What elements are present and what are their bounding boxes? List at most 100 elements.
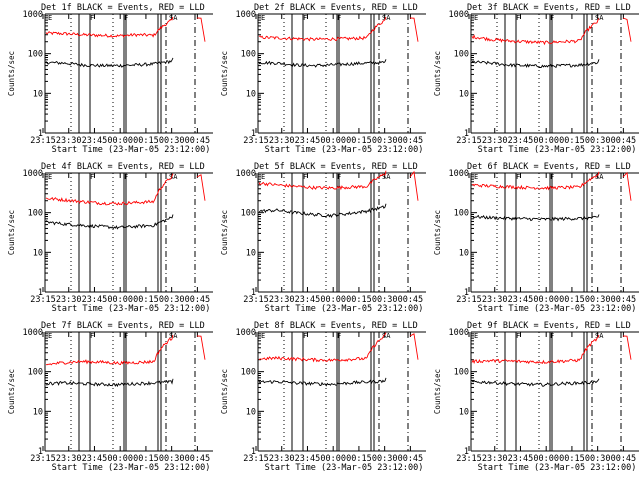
y-tick-label: 1 bbox=[251, 129, 256, 139]
x-tick-label: 00:30 bbox=[159, 136, 185, 146]
x-axis-label: Start Time (23-Mar-05 23:12:00) bbox=[478, 304, 637, 314]
x-tick-label: 00:15 bbox=[133, 295, 159, 305]
events-series-line bbox=[258, 203, 387, 218]
x-tick-label: 23:45 bbox=[82, 454, 108, 464]
events-series-line bbox=[45, 214, 174, 230]
x-tick-label: 23:15 bbox=[243, 136, 269, 146]
x-tick-label: 23:45 bbox=[508, 295, 534, 305]
y-tick-label: 1000 bbox=[236, 10, 256, 20]
x-tick-label: 23:15 bbox=[243, 295, 269, 305]
x-tick-label: 23:30 bbox=[56, 136, 82, 146]
x-axis-label: Start Time (23-Mar-05 23:12:00) bbox=[52, 463, 211, 473]
y-axis-label: Counts/sec bbox=[7, 369, 16, 414]
flag-label: E bbox=[474, 14, 478, 22]
x-tick-label: 00:30 bbox=[372, 454, 398, 464]
flag-label: SA bbox=[595, 14, 604, 22]
y-tick-label: 10 bbox=[459, 89, 469, 99]
flag-label: SA bbox=[169, 173, 178, 181]
flag-label: F bbox=[337, 14, 341, 22]
lld-series-line bbox=[258, 16, 387, 42]
panel-title: Det 6f BLACK = Events, RED = LLD bbox=[467, 162, 631, 172]
flag-label: E bbox=[474, 332, 478, 340]
flag-label: SA bbox=[595, 173, 604, 181]
flag-label: SA bbox=[169, 332, 178, 340]
lld-series-tail bbox=[622, 335, 632, 360]
flag-label: SA bbox=[595, 332, 604, 340]
x-tick-label: 00:00 bbox=[107, 136, 133, 146]
y-tick-label: 10 bbox=[459, 407, 469, 417]
y-tick-label: 1000 bbox=[23, 10, 43, 20]
y-tick-label: 1000 bbox=[236, 328, 256, 338]
flag-label: F bbox=[90, 332, 94, 340]
y-tick-label: 1000 bbox=[449, 10, 469, 20]
x-tick-label: 23:45 bbox=[295, 454, 321, 464]
lld-series-line bbox=[45, 173, 174, 206]
x-tick-label: 23:30 bbox=[482, 136, 508, 146]
x-tick-label: 23:15 bbox=[30, 454, 56, 464]
y-axis-label: Counts/sec bbox=[433, 51, 442, 96]
y-axis-label: Counts/sec bbox=[433, 210, 442, 255]
x-axis-label: Start Time (23-Mar-05 23:12:00) bbox=[52, 304, 211, 314]
events-series-line bbox=[471, 59, 600, 69]
lld-series-line bbox=[471, 171, 600, 191]
x-tick-label: 00:00 bbox=[533, 454, 559, 464]
panel-title: Det 1f BLACK = Events, RED = LLD bbox=[41, 3, 205, 13]
detector-panel-4: Det 4f BLACK = Events, RED = LLD Counts/s… bbox=[7, 162, 213, 314]
detector-panel-5: Det 5f BLACK = Events, RED = LLD Counts/s… bbox=[220, 162, 426, 314]
x-tick-label: 23:30 bbox=[269, 454, 295, 464]
events-series-line bbox=[258, 59, 387, 68]
y-tick-label: 100 bbox=[241, 368, 256, 378]
y-tick-label: 100 bbox=[28, 50, 43, 60]
events-series-line bbox=[45, 57, 174, 68]
panel-title: Det 4f BLACK = Events, RED = LLD bbox=[41, 162, 205, 172]
flag-label: F bbox=[303, 173, 307, 181]
x-axis-label: Start Time (23-Mar-05 23:12:00) bbox=[265, 304, 424, 314]
x-tick-label: 00:45 bbox=[185, 454, 211, 464]
lld-series-tail bbox=[409, 17, 419, 42]
x-axis-label: Start Time (23-Mar-05 23:12:00) bbox=[265, 145, 424, 155]
x-tick-label: 23:30 bbox=[56, 295, 82, 305]
y-tick-label: 10 bbox=[246, 248, 256, 258]
y-tick-label: 100 bbox=[28, 368, 43, 378]
detector-panel-3: Det 3f BLACK = Events, RED = LLD Counts/s… bbox=[433, 3, 639, 155]
events-series-line bbox=[471, 214, 600, 222]
flag-label: F bbox=[550, 332, 554, 340]
x-tick-label: 23:45 bbox=[82, 136, 108, 146]
x-tick-label: 00:15 bbox=[559, 136, 585, 146]
y-tick-label: 1 bbox=[251, 288, 256, 298]
y-tick-label: 100 bbox=[241, 50, 256, 60]
flag-label: E bbox=[48, 14, 52, 22]
y-tick-label: 1 bbox=[251, 447, 256, 457]
flag-label: F bbox=[337, 173, 341, 181]
x-tick-label: 00:15 bbox=[133, 454, 159, 464]
panel-title: Det 7f BLACK = Events, RED = LLD bbox=[41, 321, 205, 331]
x-tick-label: 23:45 bbox=[82, 295, 108, 305]
lld-series-tail bbox=[622, 171, 632, 201]
x-tick-label: 00:45 bbox=[611, 295, 637, 305]
y-tick-label: 100 bbox=[241, 209, 256, 219]
flag-label: E bbox=[474, 173, 478, 181]
y-tick-label: 1 bbox=[464, 129, 469, 139]
x-tick-label: 00:00 bbox=[533, 136, 559, 146]
flag-label: E bbox=[48, 332, 52, 340]
x-tick-label: 00:15 bbox=[133, 136, 159, 146]
detector-panel-2: Det 2f BLACK = Events, RED = LLD Counts/s… bbox=[220, 3, 426, 155]
x-tick-label: 23:30 bbox=[269, 136, 295, 146]
x-tick-label: 00:00 bbox=[320, 136, 346, 146]
panel-title: Det 3f BLACK = Events, RED = LLD bbox=[467, 3, 631, 13]
x-axis-label: Start Time (23-Mar-05 23:12:00) bbox=[478, 463, 637, 473]
y-tick-label: 100 bbox=[454, 368, 469, 378]
detector-panel-8: Det 8f BLACK = Events, RED = LLD Counts/s… bbox=[220, 321, 426, 473]
panel-title: Det 5f BLACK = Events, RED = LLD bbox=[254, 162, 418, 172]
y-tick-label: 1000 bbox=[449, 169, 469, 179]
x-tick-label: 23:30 bbox=[56, 454, 82, 464]
y-tick-label: 1 bbox=[38, 288, 43, 298]
x-tick-label: 00:45 bbox=[398, 136, 424, 146]
x-tick-label: 00:30 bbox=[159, 454, 185, 464]
x-tick-label: 00:15 bbox=[346, 295, 372, 305]
lld-series-line bbox=[45, 334, 174, 366]
x-tick-label: 00:45 bbox=[185, 136, 211, 146]
y-axis-label: Counts/sec bbox=[220, 369, 229, 414]
flag-label: SA bbox=[382, 332, 391, 340]
lld-series-line bbox=[471, 18, 600, 46]
